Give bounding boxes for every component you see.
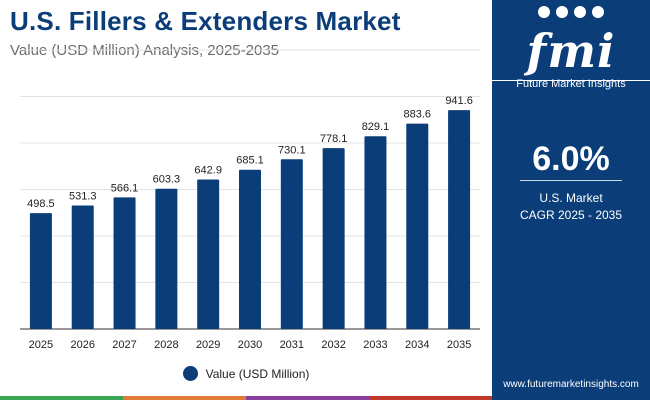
data-label-2025: 498.5 [27,198,55,210]
data-label-2028: 603.3 [153,174,181,186]
bottom-bar-segment [246,396,369,400]
data-label-2032: 778.1 [320,133,348,145]
logo-text: fmi [526,24,616,78]
logo-dot-icon [574,6,586,18]
x-tick-label-2027: 2027 [112,339,136,351]
bar-2032 [322,148,345,329]
bottom-bar-segment [123,396,246,400]
data-label-2030: 685.1 [236,155,264,167]
data-label-2029: 642.9 [194,165,222,177]
x-tick-label-2025: 2025 [29,339,53,351]
bottom-bar-segment [0,396,123,400]
logo-dot-icon [592,6,604,18]
side-panel: fmi Future Market Insights 6.0% U.S. Mar… [492,0,650,400]
website-link[interactable]: www.futuremarketinsights.com [503,379,639,390]
bar-2033 [364,136,387,329]
x-tick-label-2033: 2033 [363,339,387,351]
data-label-2035: 941.6 [445,95,473,107]
x-tick-label-2035: 2035 [447,339,471,351]
data-label-2026: 531.3 [69,190,97,202]
logo-dot-icon [538,6,550,18]
bar-2027 [113,197,136,329]
bar-2028 [155,188,178,329]
bar-2031 [280,159,303,329]
data-label-2027: 566.1 [111,182,139,194]
cagr-label-line1: U.S. Market [539,191,603,205]
bar-2030 [239,169,261,329]
panel-divider [492,80,650,81]
logo-dot-icon [556,6,568,18]
data-label-2034: 883.6 [404,109,432,121]
logo-subtitle: Future Market Insights [516,78,626,90]
chart-title: U.S. Fillers & Extenders Market [10,6,401,36]
fmi-logo: fmi Future Market Insights [492,6,650,90]
legend: Value (USD Million) [0,366,492,381]
legend-marker [182,366,198,381]
bar-2026 [71,205,94,329]
x-tick-label-2026: 2026 [70,339,94,351]
data-label-2033: 829.1 [362,121,390,133]
bar-chart: 498.5 2025 531.3 2026 566.1 2027 603.3 2028 642.… [20,49,480,351]
x-tick-label-2032: 2032 [321,339,345,351]
chart-area: U.S. Fillers & Extenders Market Value (U… [0,6,492,400]
cagr-label-line2: CAGR 2025 - 2035 [519,208,623,222]
cagr-divider [520,180,622,181]
bar-2025 [29,213,52,329]
x-tick-label-2028: 2028 [154,339,178,351]
x-tick-label-2031: 2031 [280,339,304,351]
legend-label: Value (USD Million) [205,366,310,381]
bottom-bar-segment [369,396,492,400]
x-tick-label-2034: 2034 [405,339,429,351]
bar-2035 [448,110,471,329]
data-label-2031: 730.1 [278,144,306,156]
cagr-label: U.S. Market CAGR 2025 - 2035 [492,190,650,224]
bottom-color-bar [0,396,492,400]
bar-2029 [197,179,220,329]
cagr-value: 6.0% [532,140,610,178]
logo-icons [492,6,650,20]
x-tick-label-2030: 2030 [238,339,262,351]
bar-2034 [406,123,429,329]
x-tick-label-2029: 2029 [196,339,220,351]
